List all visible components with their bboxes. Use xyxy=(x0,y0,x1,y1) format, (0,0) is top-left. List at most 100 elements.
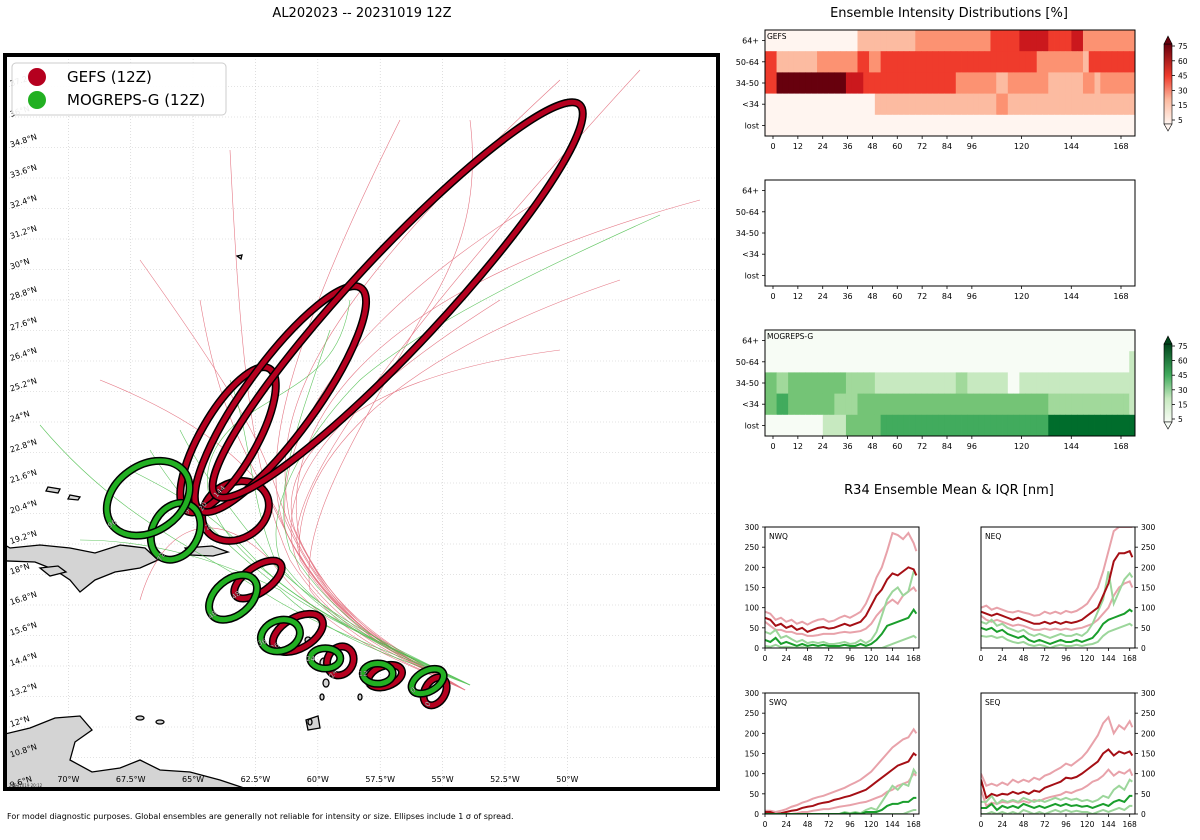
heatmap-cell xyxy=(805,93,812,116)
heatmap-cell xyxy=(973,72,980,94)
heatmap-cell xyxy=(1048,72,1055,94)
heatmap-cell xyxy=(788,30,795,52)
heatmap-cell xyxy=(915,372,922,394)
heatmap-cell xyxy=(840,93,847,116)
heatmap-cell xyxy=(1082,30,1090,52)
heatmap-cell xyxy=(1088,330,1095,352)
gefs-colorbar-top-cap xyxy=(1163,35,1173,45)
heatmap-cell xyxy=(1019,51,1026,73)
heatmap-cell xyxy=(938,30,945,52)
heatmap-cell xyxy=(938,393,945,416)
heatmap-cell xyxy=(799,51,806,73)
r34-panel-swq: SWQ 0 24 48 72 96 120 144 168 0 50 100 150 200 250 300 xyxy=(745,689,921,829)
heatmap-cell xyxy=(834,30,841,52)
heatmap-cell xyxy=(944,351,951,373)
heatmap-cell xyxy=(955,330,962,352)
colorbar-tick-label: 5 xyxy=(1178,415,1183,424)
legend-gefs-label: GEFS (12Z) xyxy=(67,68,152,86)
heatmap-cell xyxy=(869,414,876,437)
heatmap-cell xyxy=(967,72,974,94)
heatmap-cell xyxy=(1065,393,1072,416)
heatmap-cell xyxy=(903,351,910,373)
heatmap-cell xyxy=(880,414,887,437)
heatmap-cell xyxy=(1117,30,1124,52)
colorbar-tick-label: 45 xyxy=(1178,371,1188,380)
heatmap-frame xyxy=(764,179,1136,287)
heatmap-cell xyxy=(1007,414,1014,437)
heatmap-cell xyxy=(834,372,841,394)
heatmap-cell xyxy=(851,351,858,373)
heatmap-cell xyxy=(1094,372,1101,394)
heatmap-cell xyxy=(950,351,957,373)
heatmap-cell xyxy=(990,51,997,73)
gefs-colorbar-ticks: 5 15 30 45 60 75 xyxy=(1172,42,1188,125)
x-tick-label: 48 xyxy=(803,654,813,663)
heatmap-cell xyxy=(782,51,789,73)
y-tick-label: 50 xyxy=(749,790,759,799)
heatmap-cell xyxy=(1048,414,1055,437)
lon-label: 67.5°W xyxy=(116,775,146,784)
x-tick-label: 96 xyxy=(967,292,977,301)
row-label: 64+ xyxy=(742,37,759,46)
heatmap-cell xyxy=(1111,93,1119,116)
y-tick-label: 50 xyxy=(1141,790,1151,799)
heatmap-cell xyxy=(822,393,829,416)
lon-label: 65°W xyxy=(182,775,204,784)
heatmap-cell xyxy=(1025,51,1032,73)
heatmap-cell xyxy=(857,330,864,352)
heatmap-cell xyxy=(897,30,905,52)
heatmap-cell xyxy=(1042,51,1049,73)
heatmap-cell xyxy=(996,30,1003,52)
land-martinique xyxy=(322,678,330,688)
row-label: lost xyxy=(745,271,759,280)
heatmap-cell xyxy=(955,30,962,52)
heatmap-cell xyxy=(973,393,980,416)
heatmap-cell xyxy=(1002,30,1009,52)
heatmap-cell xyxy=(805,72,812,94)
heatmap-cell xyxy=(1117,114,1124,137)
heatmap-cell xyxy=(765,414,772,437)
heatmap-cell xyxy=(1094,330,1101,352)
heatmap-cell xyxy=(926,114,934,137)
heatmap-cell xyxy=(1007,330,1014,352)
heatmap-cell xyxy=(869,393,876,416)
heatmap-cell xyxy=(938,330,945,352)
heatmap-cell xyxy=(1094,351,1101,373)
heatmap-cell xyxy=(903,51,910,73)
heatmap-cell xyxy=(793,330,801,352)
mog-ellipse-hour-label: 24 xyxy=(306,655,315,663)
heatmap-cell xyxy=(776,351,783,373)
x-tick-label: 144 xyxy=(885,820,900,829)
heatmap-cell xyxy=(765,393,772,416)
heatmap-cell xyxy=(915,330,922,352)
heatmap-cell xyxy=(874,114,882,137)
heatmap-cell xyxy=(1048,372,1055,394)
y-tick-label: 250 xyxy=(745,709,760,718)
heatmap-cell xyxy=(840,351,847,373)
mogreps-intensity-heatmap: 64+ 50-64 34-50 <34 lost 0 12 24 36 48 60 72 84 96 120… xyxy=(736,329,1136,451)
heatmap-cell xyxy=(932,93,939,116)
heatmap-cell xyxy=(1048,393,1055,416)
heatmap-cell xyxy=(1013,72,1020,94)
heatmap-cell xyxy=(863,393,870,416)
x-tick-label: 120 xyxy=(1080,820,1095,829)
heatmap-cell xyxy=(1065,372,1072,394)
heatmap-cell xyxy=(932,72,939,94)
heatmap-cell xyxy=(1123,393,1130,416)
heatmap-cell xyxy=(1082,114,1090,137)
lon-label: 62.5°W xyxy=(241,775,271,784)
heatmap-cell xyxy=(909,351,916,373)
heatmap-cell xyxy=(1071,330,1078,352)
heatmap-cell xyxy=(1129,72,1136,94)
mog-mean-line xyxy=(765,607,918,648)
heatmap-cell xyxy=(880,51,887,73)
heatmap-cell xyxy=(1048,51,1055,73)
heatmap-cell xyxy=(874,72,882,94)
heatmap-cell xyxy=(1106,330,1113,352)
heatmap-cell xyxy=(921,330,928,352)
heatmap-cell xyxy=(1100,72,1107,94)
x-tick-label: 72 xyxy=(1040,820,1050,829)
land-barbados xyxy=(357,693,363,701)
heatmap-cell xyxy=(1036,114,1043,137)
heatmap-cell xyxy=(1100,414,1107,437)
